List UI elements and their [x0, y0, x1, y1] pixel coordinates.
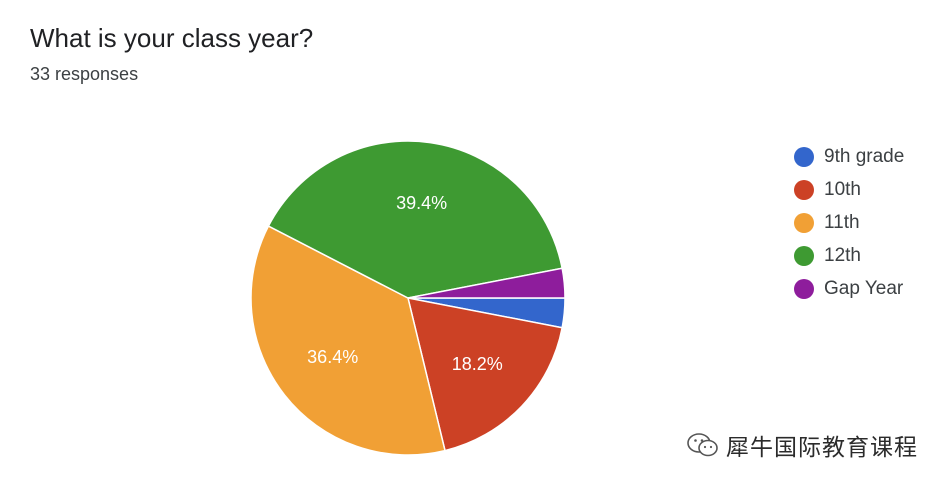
- pie-slice-11th: [250, 225, 446, 456]
- data-label-12th: 39.4%: [396, 193, 447, 213]
- pie-slice-12th: [267, 140, 564, 299]
- legend-swatch: [794, 278, 814, 299]
- chart-header: What is your class year? 33 responses: [30, 20, 313, 86]
- legend-item-gap-year: Gap Year: [794, 272, 904, 305]
- legend-label: 10th: [824, 178, 861, 200]
- legend-label: 12th: [824, 244, 861, 266]
- chart-legend: 9th grade 10th 11th 12th Gap Year: [794, 140, 904, 305]
- legend-swatch: [794, 212, 814, 233]
- pie-slices: [250, 140, 566, 456]
- pie-slice-gap-year: [407, 267, 566, 299]
- data-label-11th: 36.4%: [307, 347, 358, 367]
- pie-data-labels: 18.2% 36.4% 39.4%: [307, 193, 503, 374]
- watermark: 犀牛国际教育课程: [686, 428, 918, 462]
- legend-swatch: [794, 245, 814, 266]
- legend-item-12th: 12th: [794, 239, 904, 272]
- chart-title: What is your class year?: [30, 23, 314, 53]
- legend-label: 11th: [824, 211, 860, 233]
- legend-swatch: [794, 146, 814, 167]
- legend-item-11th: 11th: [794, 206, 904, 239]
- watermark-text: 犀牛国际教育课程: [726, 435, 918, 461]
- legend-item-9th-grade: 9th grade: [794, 140, 904, 173]
- pie-slice-10th: [406, 297, 564, 452]
- legend-swatch: [794, 179, 814, 200]
- legend-label: 9th grade: [824, 145, 905, 167]
- legend-item-10th: 10th: [794, 173, 904, 206]
- legend-label: Gap Year: [824, 277, 904, 299]
- data-label-10th: 18.2%: [452, 354, 503, 374]
- response-count: 33 responses: [30, 64, 139, 84]
- wechat-icon: [687, 433, 718, 457]
